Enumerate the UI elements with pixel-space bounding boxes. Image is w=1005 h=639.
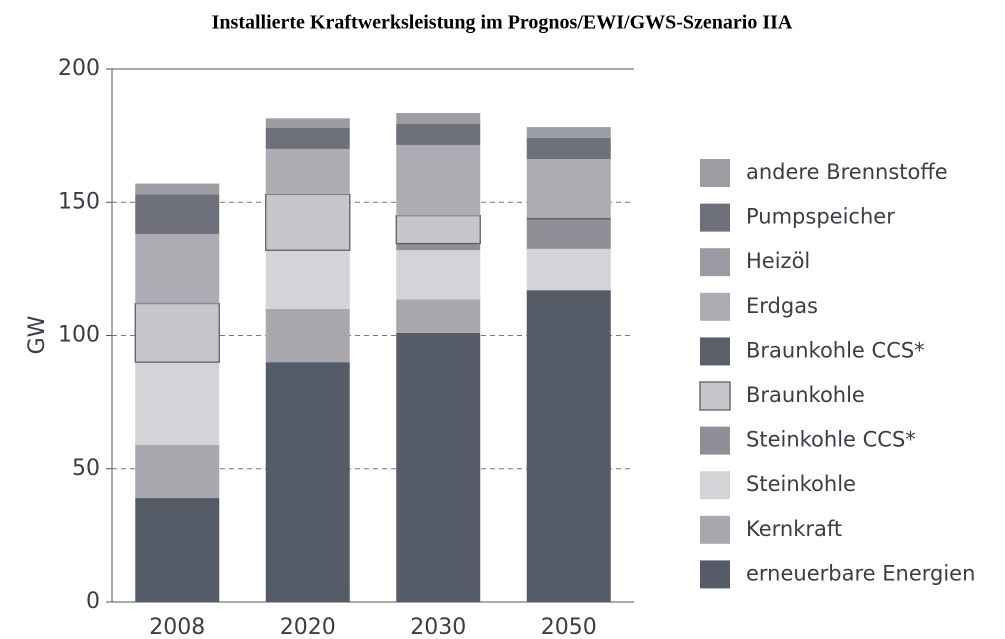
x-tick-label: 2008 (149, 615, 205, 639)
legend-label: Kernkraft (746, 517, 842, 541)
bar-segment (396, 332, 481, 602)
legend-swatch (700, 159, 730, 187)
legend-swatch (700, 560, 730, 589)
bar-segment (265, 308, 350, 363)
legend-swatch (700, 248, 730, 277)
y-tick-label: 100 (58, 323, 100, 348)
legend-label: Erdgas (746, 294, 818, 318)
legend-label: Pumpspeicher (746, 205, 895, 229)
bar-segment (526, 159, 611, 218)
x-tick-label: 2020 (280, 615, 336, 639)
bar-segment (134, 302, 220, 363)
bar-segment (265, 118, 350, 128)
y-tick-label: 50 (72, 456, 100, 481)
legend-swatch (700, 426, 730, 455)
legend-label: Braunkohle CCS* (746, 338, 925, 362)
x-tick-label: 2030 (410, 615, 466, 639)
bar-segment (135, 498, 220, 602)
bar-segment (135, 183, 220, 195)
legend-swatch (699, 381, 731, 411)
bar-segment (265, 148, 350, 195)
y-tick-label: 0 (86, 589, 100, 614)
y-tick-label: 200 (58, 56, 100, 81)
bar-segment (265, 250, 350, 309)
legend-label: Steinkohle CCS* (746, 428, 916, 452)
legend-swatch (700, 337, 730, 366)
legend-swatch (700, 515, 730, 544)
legend-swatch (700, 292, 730, 321)
bar-segment (526, 137, 611, 160)
chart-title: Installierte Kraftwerksleistung im Progn… (212, 12, 793, 34)
bar-segment (135, 194, 220, 235)
bar-segment (265, 193, 351, 251)
legend-label: erneuerbare Energien (746, 561, 975, 585)
bar-segment (135, 444, 220, 499)
legend-swatch (700, 203, 730, 232)
bar-segment (396, 144, 481, 216)
bar-segment (395, 214, 481, 245)
bar-segment (396, 123, 481, 145)
bar-segment (526, 127, 611, 138)
bar-segment (135, 362, 220, 445)
x-tick-label: 2050 (541, 615, 597, 639)
y-axis-label: GW (25, 315, 50, 354)
bar-segment (396, 250, 481, 300)
bar-segment (526, 290, 611, 602)
bar-segment (396, 299, 481, 333)
bar-segment (265, 127, 350, 149)
bar-segment (396, 112, 481, 124)
y-tick-label: 150 (58, 189, 100, 214)
bar-segment (526, 219, 611, 249)
legend-label: Steinkohle (746, 472, 856, 496)
bar-segment (526, 217, 611, 220)
bar-segment (526, 248, 611, 291)
bar-segment (265, 362, 350, 602)
bar-segment (135, 234, 220, 304)
legend-label: andere Brennstoffe (746, 160, 948, 184)
legend-label: Braunkohle (746, 383, 865, 407)
legend-swatch (700, 471, 730, 500)
bar-segment (396, 243, 481, 251)
legend-label: Heizöl (746, 249, 810, 273)
